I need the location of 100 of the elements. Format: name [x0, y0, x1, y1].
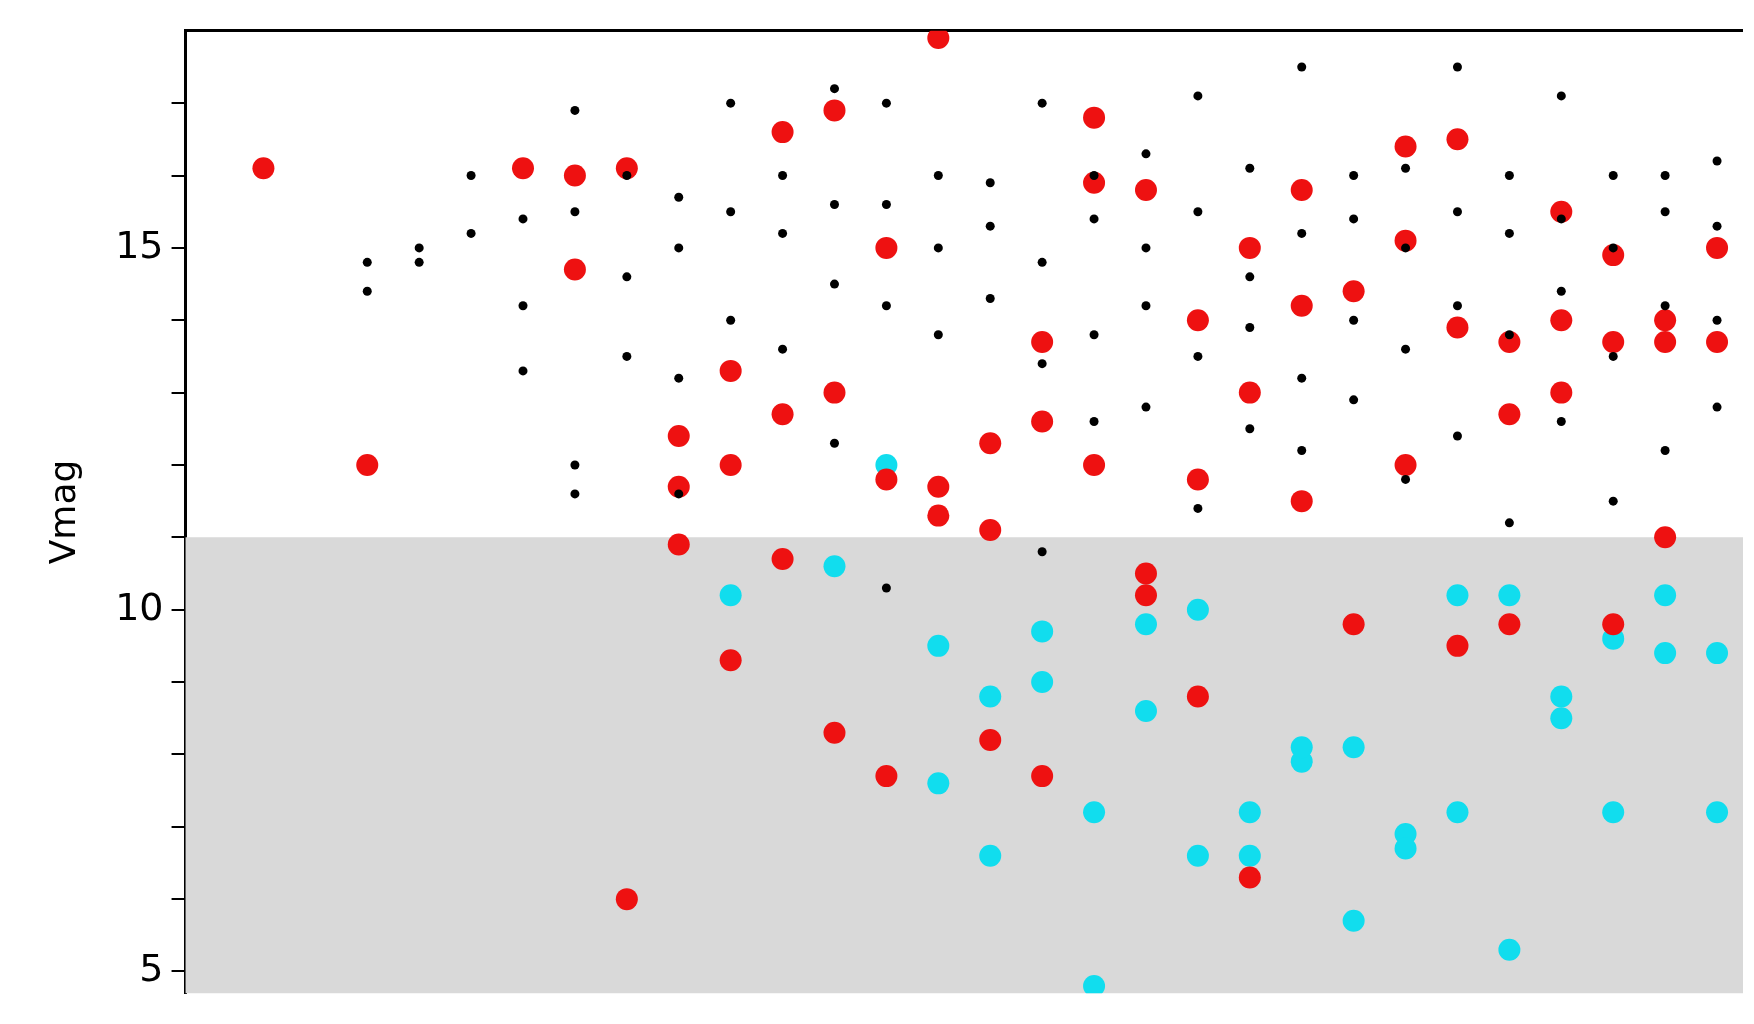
- point: [829, 84, 839, 94]
- point: [1394, 453, 1417, 476]
- y-tick-label: 10: [115, 584, 164, 629]
- point: [570, 105, 580, 115]
- point: [875, 236, 898, 259]
- point: [771, 403, 794, 426]
- point: [927, 30, 950, 50]
- point: [1349, 395, 1359, 405]
- point: [829, 438, 839, 448]
- point: [1498, 613, 1521, 636]
- point: [1031, 620, 1054, 643]
- point: [726, 207, 736, 217]
- point: [1556, 91, 1566, 101]
- point: [1290, 294, 1313, 317]
- point: [1706, 236, 1729, 259]
- point: [1037, 547, 1047, 557]
- point: [667, 425, 690, 448]
- point: [1089, 171, 1099, 181]
- point: [927, 772, 950, 795]
- point: [1660, 445, 1670, 455]
- point: [667, 533, 690, 556]
- point: [1134, 613, 1157, 636]
- point: [823, 99, 846, 122]
- point: [985, 178, 995, 188]
- point: [771, 548, 794, 571]
- y-tick-label: 5: [139, 946, 164, 991]
- point: [1193, 207, 1203, 217]
- point: [881, 98, 891, 108]
- point: [1031, 330, 1054, 353]
- point: [1654, 309, 1677, 332]
- point: [1238, 236, 1261, 259]
- point: [1031, 671, 1054, 694]
- point: [719, 359, 742, 382]
- point: [1504, 330, 1514, 340]
- point: [927, 475, 950, 498]
- point: [1550, 309, 1573, 332]
- point: [1297, 62, 1307, 72]
- point: [1712, 315, 1722, 325]
- point: [1349, 315, 1359, 325]
- point: [1134, 562, 1157, 585]
- point: [1186, 468, 1209, 491]
- point: [771, 121, 794, 144]
- point: [615, 888, 638, 911]
- point: [1608, 171, 1618, 181]
- point: [1089, 214, 1099, 224]
- point: [674, 489, 684, 499]
- point: [1660, 301, 1670, 311]
- point: [927, 634, 950, 657]
- point: [512, 157, 534, 180]
- point: [927, 504, 950, 527]
- point: [726, 98, 736, 108]
- point: [1504, 228, 1514, 238]
- point: [622, 272, 632, 282]
- point: [1089, 330, 1099, 340]
- point: [979, 685, 1002, 708]
- point: [933, 171, 943, 181]
- point: [985, 294, 995, 304]
- point: [1608, 243, 1618, 253]
- point: [466, 228, 476, 238]
- point: [1186, 598, 1209, 621]
- point: [1550, 707, 1573, 730]
- point: [1452, 431, 1462, 441]
- point: [1134, 699, 1157, 722]
- point: [1556, 417, 1566, 427]
- point: [1193, 91, 1203, 101]
- point: [1608, 496, 1618, 506]
- point: [1238, 801, 1261, 824]
- point: [829, 279, 839, 289]
- point: [1238, 866, 1261, 889]
- point: [1452, 62, 1462, 72]
- point: [778, 344, 788, 354]
- point: [1290, 490, 1313, 513]
- point: [1602, 801, 1625, 824]
- point: [1342, 909, 1365, 932]
- point: [1245, 322, 1255, 332]
- point: [1193, 351, 1203, 361]
- point: [570, 489, 580, 499]
- point: [1245, 272, 1255, 282]
- point: [1446, 801, 1469, 824]
- point: [1712, 221, 1722, 231]
- point: [1401, 474, 1411, 484]
- point: [563, 164, 586, 187]
- point: [1452, 207, 1462, 217]
- point: [1608, 351, 1618, 361]
- point: [1083, 974, 1106, 994]
- point: [518, 366, 528, 376]
- point: [1134, 178, 1157, 201]
- point: [1290, 178, 1313, 201]
- point: [1141, 243, 1151, 253]
- point: [1660, 171, 1670, 181]
- point: [414, 257, 424, 267]
- point: [570, 207, 580, 217]
- point: [1083, 453, 1106, 476]
- point: [1504, 171, 1514, 181]
- point: [1238, 381, 1261, 404]
- point: [979, 432, 1002, 455]
- point: [1446, 316, 1469, 339]
- point: [1498, 403, 1521, 426]
- point: [1602, 613, 1625, 636]
- point: [674, 192, 684, 202]
